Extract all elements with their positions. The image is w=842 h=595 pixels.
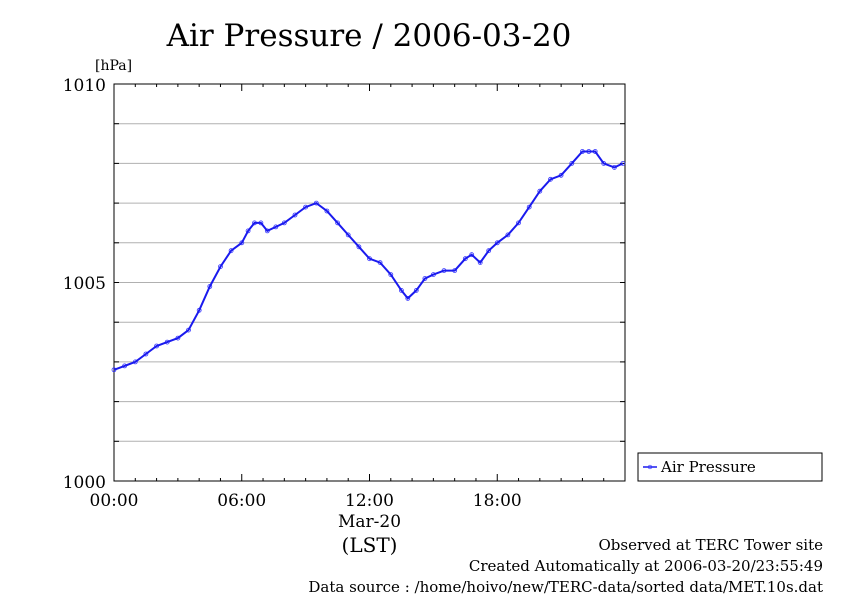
chart-title: Air Pressure / 2006-03-20 xyxy=(166,18,572,54)
y-tick-label-1005: 1005 xyxy=(63,274,106,294)
x-date-label: Mar-20 xyxy=(338,512,401,532)
x-axis-label: (LST) xyxy=(342,533,398,557)
footer-data-source: Data source : /home/hoivo/new/TERC-data/… xyxy=(308,578,823,595)
legend-label: Air Pressure xyxy=(660,458,756,476)
y-tick-label-1000: 1000 xyxy=(63,473,106,493)
y-axis-unit-label: [hPa] xyxy=(95,58,132,74)
footer-observed-site: Observed at TERC Tower site xyxy=(598,536,823,554)
gridlines xyxy=(114,84,625,481)
x-tick-label-0000: 00:00 xyxy=(90,491,139,511)
x-tick-label-0600: 06:00 xyxy=(217,491,266,511)
x-tick-label-1200: 12:00 xyxy=(345,491,394,511)
x-tick-label-1800: 18:00 xyxy=(473,491,522,511)
y-tick-label-1010: 1010 xyxy=(63,76,106,96)
legend: Air Pressure xyxy=(638,453,822,481)
footer-created-timestamp: Created Automatically at 2006-03-20/23:5… xyxy=(469,557,823,575)
